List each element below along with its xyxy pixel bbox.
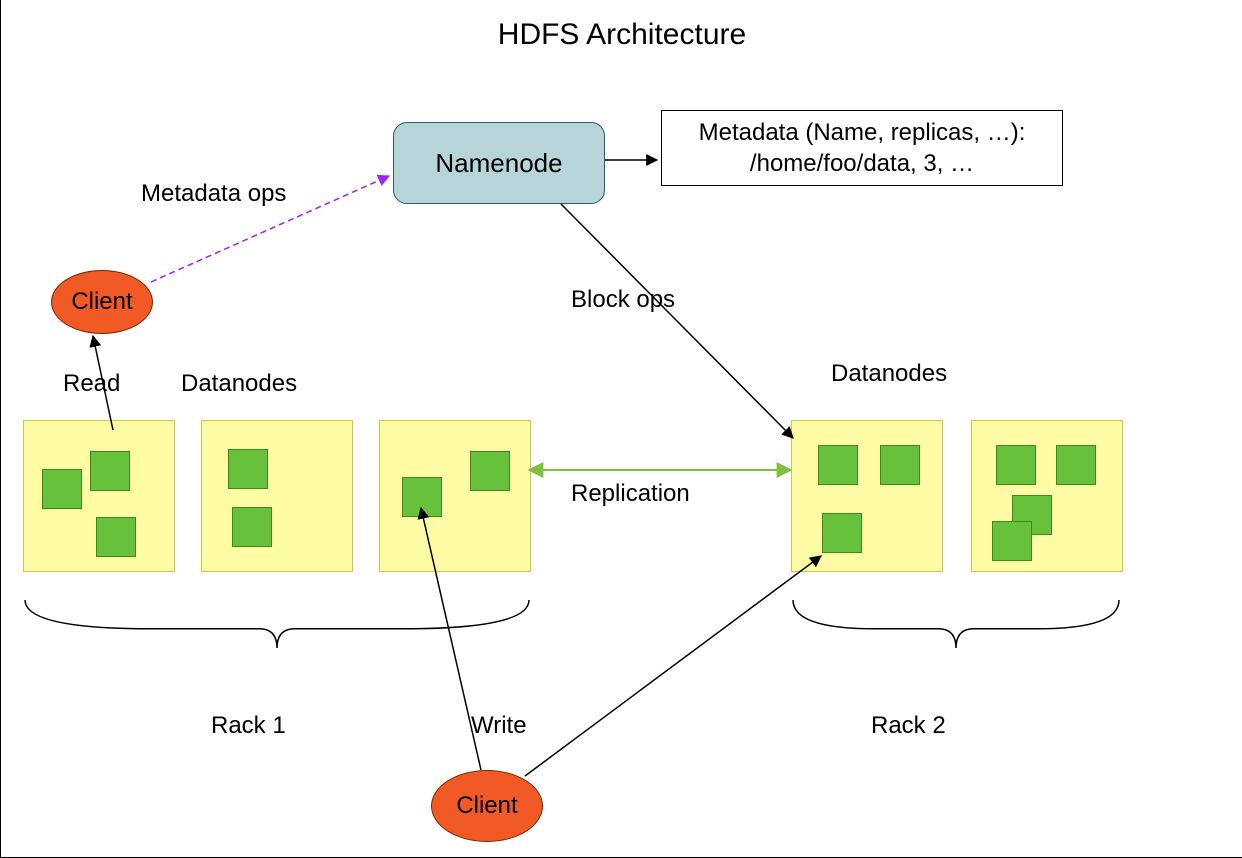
client-read-ellipse: Client [51,270,153,334]
label-datanodes-left: Datanodes [181,370,297,398]
data-block [90,451,130,491]
data-block [1056,445,1096,485]
data-block [96,517,136,557]
data-block [232,507,272,547]
label-rack1: Rack 1 [211,712,286,740]
namenode-box: Namenode [393,122,605,204]
client-read-label: Client [71,288,132,316]
datanode-box [971,420,1123,572]
label-read: Read [63,370,120,398]
label-datanodes-right: Datanodes [831,360,947,388]
metadata-line2: /home/foo/data, 3, … [672,148,1052,179]
client-write-ellipse: Client [431,770,543,842]
data-block [228,449,268,489]
rack1-brace [25,600,529,648]
datanode-box [379,420,531,572]
data-block [470,451,510,491]
metadata-line1: Metadata (Name, replicas, …): [672,117,1052,148]
write-client-to-dn4 [525,556,821,776]
datanode-box [23,420,175,572]
rack2-brace [793,600,1119,648]
data-block [822,513,862,553]
label-rack2: Rack 2 [871,712,946,740]
data-block [992,521,1032,561]
namenode-to-datanode [561,204,793,438]
label-replication: Replication [571,480,690,508]
diagram-canvas: HDFS Architecture Namenode Metadata (Nam… [0,0,1242,858]
label-block-ops: Block ops [571,286,675,314]
data-block [880,445,920,485]
data-block [996,445,1036,485]
data-block [42,469,82,509]
datanode-box [201,420,353,572]
diagram-title: HDFS Architecture [1,18,1242,52]
client-write-label: Client [456,792,517,820]
label-metadata-ops: Metadata ops [141,180,286,208]
label-write: Write [471,712,527,740]
datanode-box [791,420,943,572]
metadata-box: Metadata (Name, replicas, …): /home/foo/… [661,110,1063,186]
namenode-label: Namenode [435,148,562,179]
data-block [402,477,442,517]
data-block [818,445,858,485]
